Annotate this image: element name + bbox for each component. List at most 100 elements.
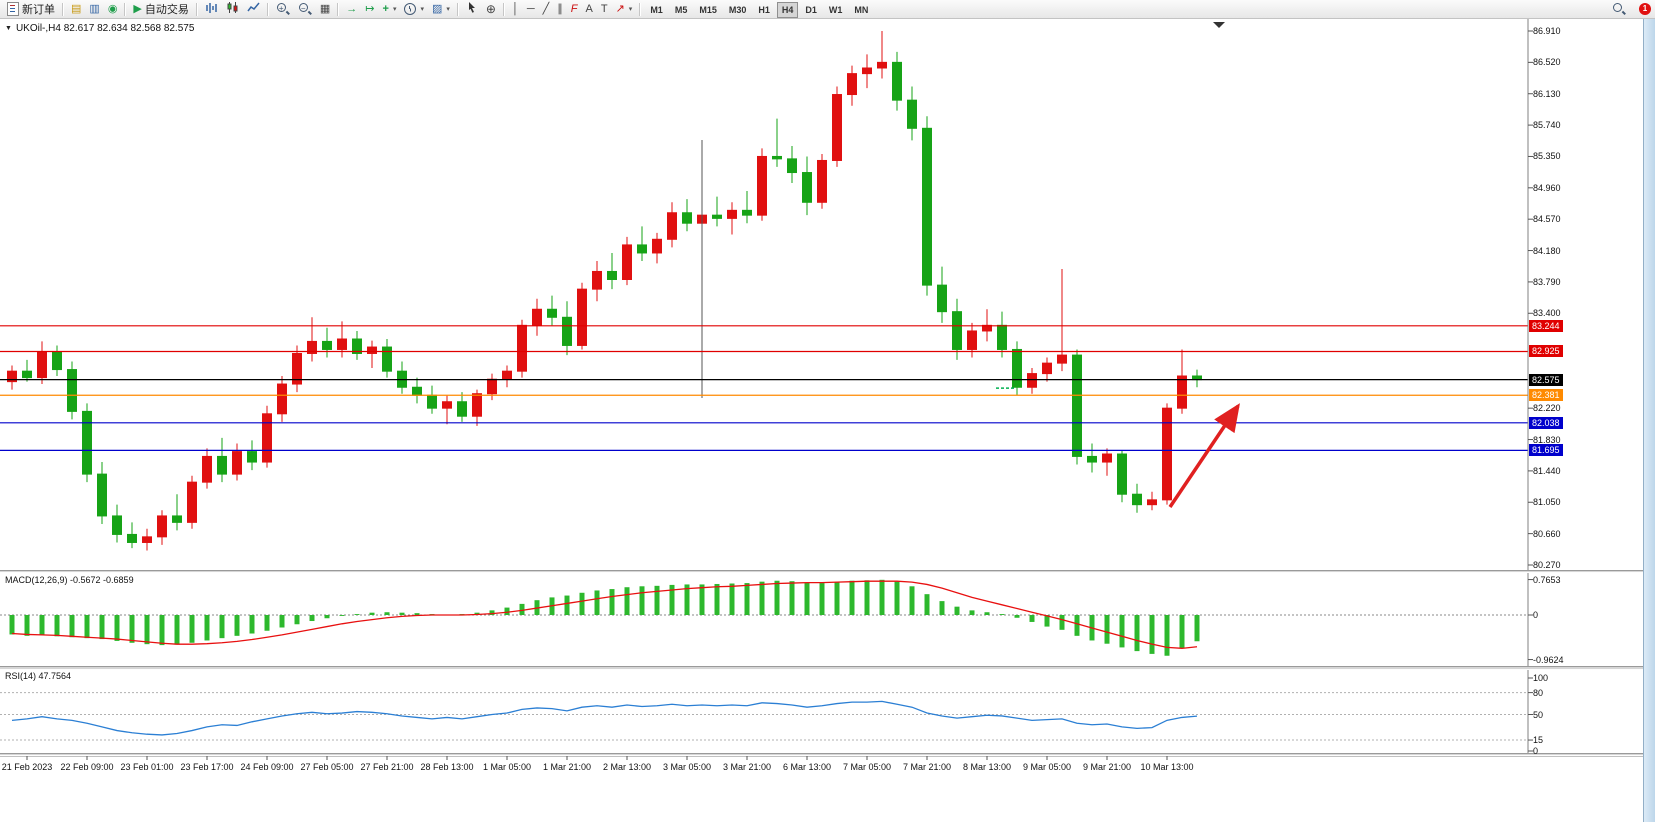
new-order-label: 新订单 (22, 4, 55, 16)
data-window-icon: ▥ (89, 2, 100, 15)
candlestick-chart-button[interactable] (222, 1, 243, 18)
time-axis-label: 8 Mar 13:00 (962, 762, 1012, 772)
rsi-axis-label: 0 (1533, 746, 1539, 756)
fibonacci-tool-button[interactable]: F (567, 1, 582, 18)
market-watch-button[interactable]: ▤ (67, 1, 85, 18)
chart-shift-icon: ↦ (365, 2, 375, 15)
price-line-label: 83.244 (1529, 319, 1563, 332)
chart-dropdown-icon[interactable]: ▼ (5, 25, 12, 32)
price-axis-label: 84.570 (1533, 214, 1561, 225)
market-watch-icon: ▤ (71, 2, 82, 15)
notification-badge[interactable]: 1 (1639, 3, 1651, 15)
toolbar-separator (124, 2, 127, 16)
panel-splitter[interactable] (0, 666, 1655, 670)
navigator-icon: ◉ (107, 2, 118, 15)
auto-trading-play-icon: ▶ (133, 2, 142, 15)
clock-icon (404, 3, 417, 15)
crosshair-icon: ⊕ (485, 2, 496, 16)
timeframe-button-M15[interactable]: M15 (694, 2, 722, 18)
price-axis-label: 84.960 (1533, 182, 1561, 193)
indicators-button[interactable]: + ▾ (379, 1, 401, 18)
toolbar-separator (62, 2, 64, 16)
templates-button[interactable]: ▨ ▾ (428, 1, 454, 18)
time-axis-label: 3 Mar 05:00 (662, 762, 712, 772)
timeframe-button-M5[interactable]: M5 (670, 2, 693, 18)
zoom-out-button[interactable]: − (294, 1, 316, 18)
time-axis-label: 9 Mar 21:00 (1082, 762, 1132, 772)
auto-trading-button[interactable]: ▶ 自动交易 (129, 1, 192, 18)
channel-tool-button[interactable]: ∥ (553, 1, 567, 18)
arrow-tool-icon: ↗ (615, 2, 625, 15)
time-axis-label: 7 Mar 05:00 (842, 762, 892, 772)
toolbar-separator (337, 2, 340, 16)
search-button[interactable] (1612, 2, 1626, 19)
trendline-icon: ╱ (542, 2, 550, 15)
line-chart-button[interactable] (243, 1, 264, 18)
indicators-plus-icon: + (382, 2, 389, 15)
text-tool-button[interactable]: A (582, 1, 597, 18)
search-icon (1612, 2, 1626, 16)
right-scroll-strip[interactable] (1643, 0, 1655, 822)
fibonacci-icon: F (570, 2, 578, 15)
bar-chart-button[interactable] (201, 1, 222, 18)
new-order-button[interactable]: 新订单 (3, 1, 59, 18)
timeframe-button-H1[interactable]: H1 (753, 2, 775, 18)
chevron-down-icon: ▾ (420, 6, 424, 13)
zoom-in-button[interactable]: + (272, 1, 294, 18)
price-axis-label: 85.740 (1533, 120, 1561, 131)
macd-label: MACD(12,26,9) -0.5672 -0.6859 (5, 575, 134, 585)
time-axis-label: 3 Mar 21:00 (722, 762, 772, 772)
time-axis-label: 1 Mar 05:00 (482, 762, 532, 772)
panel-splitter[interactable] (0, 753, 1655, 756)
vertical-line-icon: │ (511, 2, 519, 15)
time-axis-label: 27 Feb 05:00 (300, 762, 354, 772)
navigator-button[interactable]: ◉ (104, 1, 122, 18)
chart-shift-button[interactable]: ↦ (361, 1, 378, 18)
auto-scroll-icon: → (346, 2, 358, 15)
price-axis-label: 85.350 (1533, 151, 1561, 162)
price-line-label: 82.381 (1529, 389, 1563, 402)
trend-arrow (1168, 403, 1240, 508)
time-axis-label: 9 Mar 05:00 (1022, 762, 1072, 772)
data-window-button[interactable]: ▥ (85, 1, 103, 18)
tile-windows-button[interactable]: ▦ (316, 1, 334, 18)
price-axis-label: 86.910 (1533, 26, 1561, 36)
vertical-line-tool-button[interactable]: │ (508, 1, 523, 18)
timeframe-button-M1[interactable]: M1 (645, 2, 668, 18)
timeframe-button-W1[interactable]: W1 (824, 2, 848, 18)
timeframe-button-M30[interactable]: M30 (724, 2, 752, 18)
time-axis-label: 28 Feb 13:00 (420, 762, 474, 772)
cursor-button[interactable] (462, 1, 482, 18)
templates-icon: ▨ (431, 2, 443, 15)
price-axis-label: 83.790 (1533, 276, 1561, 287)
timeframe-group: M1 M5 M15 M30 H1 H4 D1 W1 MN (644, 0, 874, 18)
price-axis-label: 82.220 (1533, 403, 1561, 414)
toolbar-separator (639, 2, 642, 16)
periods-button[interactable]: ▾ (400, 1, 428, 18)
timeframe-button-MN[interactable]: MN (849, 2, 873, 18)
panel-splitter[interactable] (0, 570, 1655, 573)
price-axis-label: 86.520 (1533, 57, 1561, 68)
horizontal-line-tool-button[interactable]: ─ (523, 1, 539, 18)
toolbar-separator (266, 2, 269, 16)
price-line-label: 82.038 (1529, 416, 1563, 429)
price-line-label: 82.575 (1529, 373, 1563, 386)
crosshair-button[interactable]: ⊕ (482, 1, 500, 18)
text-tool-icon: A (585, 2, 593, 15)
time-axis-label: 21 Feb 2023 (1, 762, 53, 772)
timeframe-button-H4[interactable]: H4 (776, 2, 799, 18)
toolbar-separator (456, 2, 459, 16)
arrows-tool-button[interactable]: ↗ ▾ (612, 1, 637, 18)
line-chart-icon (247, 1, 260, 17)
time-axis-label: 10 Mar 13:00 (1140, 762, 1194, 772)
price-axis-label: 86.130 (1533, 88, 1561, 99)
price-axis-label: 80.660 (1533, 528, 1561, 539)
label-tool-button[interactable]: T (597, 1, 612, 18)
auto-scroll-button[interactable]: → (342, 1, 361, 18)
trendline-tool-button[interactable]: ╱ (539, 1, 554, 18)
timeframe-button-D1[interactable]: D1 (800, 2, 822, 18)
channel-icon: ∥ (557, 2, 563, 15)
price-axis-label: 81.050 (1533, 497, 1561, 508)
candles (7, 31, 1202, 551)
